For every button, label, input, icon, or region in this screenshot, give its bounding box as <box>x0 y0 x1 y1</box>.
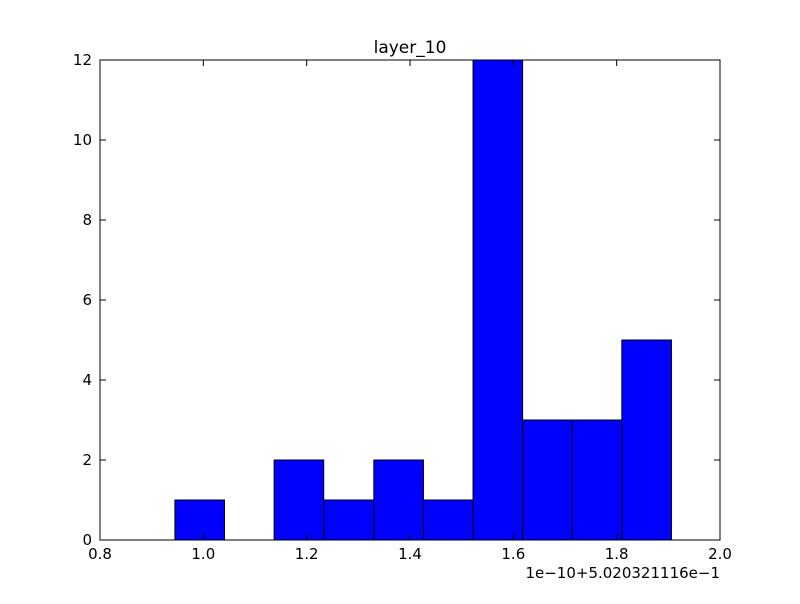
plot-frame <box>99 59 721 541</box>
x-tick-label: 1.0 <box>191 545 215 563</box>
histogram-bar <box>422 499 474 541</box>
histogram-bar <box>571 419 623 541</box>
y-tick-label: 6 <box>82 291 92 309</box>
x-tick-label: 1.2 <box>295 545 319 563</box>
bars-group <box>174 59 672 541</box>
histogram-bar <box>273 459 325 541</box>
histogram-bar <box>323 499 375 541</box>
histogram-bar <box>174 499 226 541</box>
histogram-bar <box>522 419 573 541</box>
y-tick-label: 10 <box>73 131 92 149</box>
y-tick-label: 4 <box>82 371 92 389</box>
x-tick-label: 0.8 <box>88 545 112 563</box>
y-tick-label: 0 <box>82 531 92 549</box>
y-tick-label: 2 <box>82 451 92 469</box>
y-tick-label: 8 <box>82 211 92 229</box>
ticks-group: 0.8 1.0 1.2 1.4 1.6 1.8 2.0 0 2 4 6 8 10 12 <box>73 51 732 563</box>
histogram-bar <box>621 339 672 541</box>
y-tick-label: 12 <box>73 51 92 69</box>
x-offset-label: 1e−10+5.020321116e−1 <box>525 564 720 582</box>
histogram-bar <box>472 59 524 541</box>
x-tick-label: 1.6 <box>501 545 525 563</box>
x-tick-label: 1.4 <box>398 545 422 563</box>
x-tick-label: 2.0 <box>708 545 732 563</box>
x-tick-label: 1.8 <box>605 545 629 563</box>
chart-title: layer_10 <box>374 38 447 58</box>
histogram-bar <box>373 459 424 541</box>
